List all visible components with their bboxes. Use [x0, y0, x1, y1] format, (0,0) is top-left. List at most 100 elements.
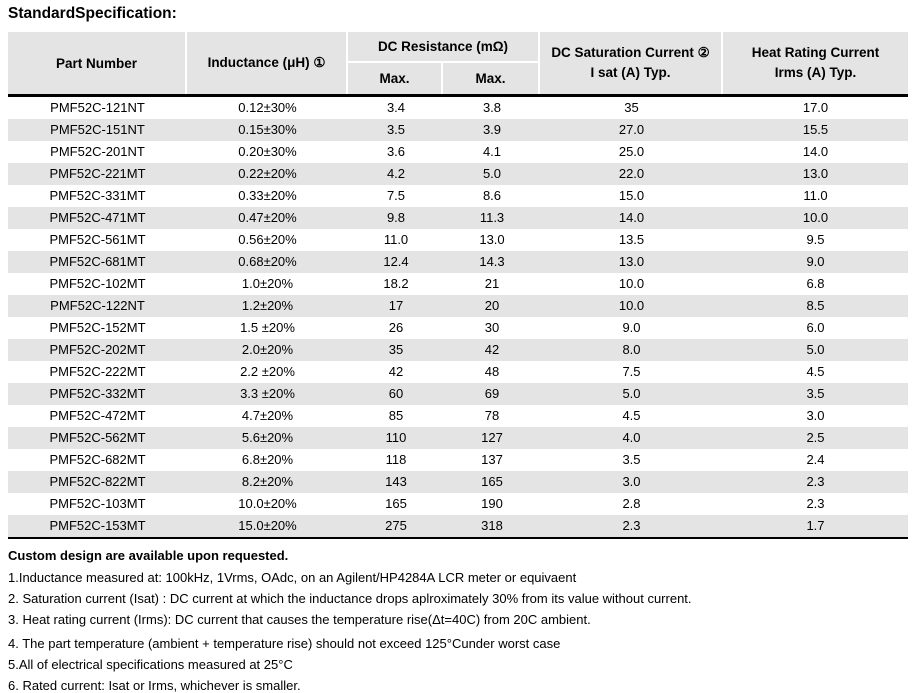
cell-inductance: 4.7±20% — [241, 408, 294, 423]
cell-dcr-max-1: 3.4 — [386, 100, 406, 115]
page-title: StandardSpecification: — [8, 5, 177, 22]
cell-inductance: 1.0±20% — [241, 276, 294, 291]
cell-isat: 9.0 — [622, 320, 641, 335]
cell-dcr-max-2: 20 — [484, 298, 500, 313]
cell-isat: 3.0 — [622, 474, 641, 489]
cell-dcr-max-1: 9.8 — [386, 210, 406, 225]
cell-inductance: 1.5 ±20% — [240, 320, 295, 335]
cell-isat: 5.0 — [622, 386, 641, 401]
table-row: PMF52C-561MT 0.56±20% 11.0 13.0 13.5 9.5 — [8, 229, 908, 251]
cell-dcr-max-1: 3.5 — [386, 122, 406, 137]
cell-irms: 2.3 — [806, 474, 825, 489]
cell-part-number: PMF52C-122NT — [50, 298, 145, 313]
header-inductance: Inductance (μH) ① — [187, 32, 348, 94]
cell-isat: 10.0 — [618, 276, 645, 291]
cell-irms: 9.5 — [806, 232, 825, 247]
cell-inductance: 8.2±20% — [241, 474, 294, 489]
cell-part-number: PMF52C-103MT — [49, 496, 146, 511]
table-row: PMF52C-122NT 1.2±20% 17 20 10.0 8.5 — [8, 295, 908, 317]
header-dcr-max-1: Max. — [348, 63, 444, 94]
note-line: 1.Inductance measured at: 100kHz, 1Vrms,… — [8, 570, 577, 585]
table-row: PMF52C-682MT 6.8±20% 118 137 3.5 2.4 — [8, 449, 908, 471]
cell-isat: 2.8 — [622, 496, 641, 511]
cell-part-number: PMF52C-562MT — [49, 430, 146, 445]
table-row: PMF52C-103MT 10.0±20% 165 190 2.8 2.3 — [8, 493, 908, 515]
cell-irms: 2.4 — [806, 452, 825, 467]
cell-dcr-max-2: 13.0 — [479, 232, 505, 247]
table-row: PMF52C-562MT 5.6±20% 110 127 4.0 2.5 — [8, 427, 908, 449]
cell-irms: 15.5 — [802, 122, 829, 137]
specification-table: Part Number Inductance (μH) ① DC Resista… — [8, 32, 908, 539]
cell-dcr-max-1: 3.6 — [386, 144, 406, 159]
cell-irms: 3.0 — [806, 408, 825, 423]
header-saturation-current: DC Saturation Current ② I sat (A) Typ. — [540, 32, 723, 94]
table-row: PMF52C-121NT 0.12±30% 3.4 3.8 35 17.0 — [8, 97, 908, 119]
cell-irms: 11.0 — [803, 188, 828, 203]
note-line: 5.All of electrical specifications measu… — [8, 657, 293, 672]
header-dc-resistance-subrow: Max. Max. — [348, 63, 538, 94]
table-row: PMF52C-201NT 0.20±30% 3.6 4.1 25.0 14.0 — [8, 141, 908, 163]
cell-part-number: PMF52C-681MT — [49, 254, 146, 269]
cell-irms: 6.8 — [806, 276, 825, 291]
cell-isat: 10.0 — [618, 298, 645, 313]
custom-design-note: Custom design are available upon request… — [8, 548, 289, 563]
cell-isat: 14.0 — [618, 210, 645, 225]
cell-isat: 27.0 — [618, 122, 645, 137]
cell-dcr-max-1: 4.2 — [386, 166, 406, 181]
header-dc-resistance-label: DC Resistance (mΩ) — [348, 32, 538, 63]
cell-dcr-max-2: 4.1 — [482, 144, 502, 159]
cell-dcr-max-1: 18.2 — [383, 276, 409, 291]
cell-dcr-max-2: 190 — [481, 496, 503, 511]
cell-isat: 22.0 — [618, 166, 645, 181]
note-list: 1.Inductance measured at: 100kHz, 1Vrms,… — [8, 570, 909, 693]
cell-inductance: 1.2±20% — [241, 298, 294, 313]
cell-irms: 14.0 — [802, 144, 829, 159]
cell-inductance: 0.22±20% — [238, 166, 297, 181]
cell-isat: 35 — [624, 100, 639, 115]
table-row: PMF52C-153MT 15.0±20% 275 318 2.3 1.7 — [8, 515, 908, 537]
cell-dcr-max-2: 78 — [484, 408, 500, 423]
cell-part-number: PMF52C-153MT — [49, 518, 146, 533]
cell-isat: 8.0 — [622, 342, 641, 357]
cell-part-number: PMF52C-151NT — [50, 122, 145, 137]
table-row: PMF52C-472MT 4.7±20% 85 78 4.5 3.0 — [8, 405, 908, 427]
cell-dcr-max-2: 48 — [484, 364, 500, 379]
cell-inductance: 10.0±20% — [238, 496, 297, 511]
cell-irms: 8.5 — [806, 298, 825, 313]
table-row: PMF52C-331MT 0.33±20% 7.5 8.6 15.0 11.0 — [8, 185, 908, 207]
cell-irms: 2.5 — [806, 430, 825, 445]
cell-isat: 7.5 — [622, 364, 641, 379]
cell-dcr-max-1: 35 — [388, 342, 404, 357]
cell-part-number: PMF52C-121NT — [50, 100, 145, 115]
cell-irms: 6.0 — [806, 320, 825, 335]
header-saturation-line1: DC Saturation Current ② — [551, 44, 710, 60]
table-row: PMF52C-332MT 3.3 ±20% 60 69 5.0 3.5 — [8, 383, 908, 405]
cell-dcr-max-2: 14.3 — [479, 254, 505, 269]
cell-inductance: 2.2 ±20% — [240, 364, 295, 379]
table-body: PMF52C-121NT 0.12±30% 3.4 3.8 35 17.0 PM… — [8, 97, 908, 539]
cell-inductance: 2.0±20% — [241, 342, 294, 357]
cell-irms: 5.0 — [806, 342, 825, 357]
table-row: PMF52C-151NT 0.15±30% 3.5 3.9 27.0 15.5 — [8, 119, 908, 141]
header-part-number: Part Number — [8, 32, 187, 94]
cell-part-number: PMF52C-472MT — [49, 408, 146, 423]
cell-dcr-max-2: 3.9 — [482, 122, 502, 137]
cell-isat: 13.5 — [618, 232, 645, 247]
cell-isat: 13.0 — [618, 254, 645, 269]
cell-part-number: PMF52C-682MT — [49, 452, 146, 467]
cell-inductance: 15.0±20% — [238, 518, 297, 533]
note-line: 3. Heat rating current (Irms): DC curren… — [8, 612, 591, 627]
cell-inductance: 0.15±30% — [238, 122, 297, 137]
cell-dcr-max-1: 26 — [388, 320, 404, 335]
cell-inductance: 6.8±20% — [241, 452, 294, 467]
cell-isat: 3.5 — [622, 452, 641, 467]
cell-dcr-max-2: 42 — [484, 342, 500, 357]
table-row: PMF52C-102MT 1.0±20% 18.2 21 10.0 6.8 — [8, 273, 908, 295]
cell-dcr-max-2: 137 — [481, 452, 503, 467]
table-row: PMF52C-202MT 2.0±20% 35 42 8.0 5.0 — [8, 339, 908, 361]
cell-part-number: PMF52C-152MT — [49, 320, 146, 335]
cell-isat: 4.5 — [622, 408, 641, 423]
cell-dcr-max-1: 165 — [385, 496, 407, 511]
cell-dcr-max-2: 5.0 — [482, 166, 502, 181]
